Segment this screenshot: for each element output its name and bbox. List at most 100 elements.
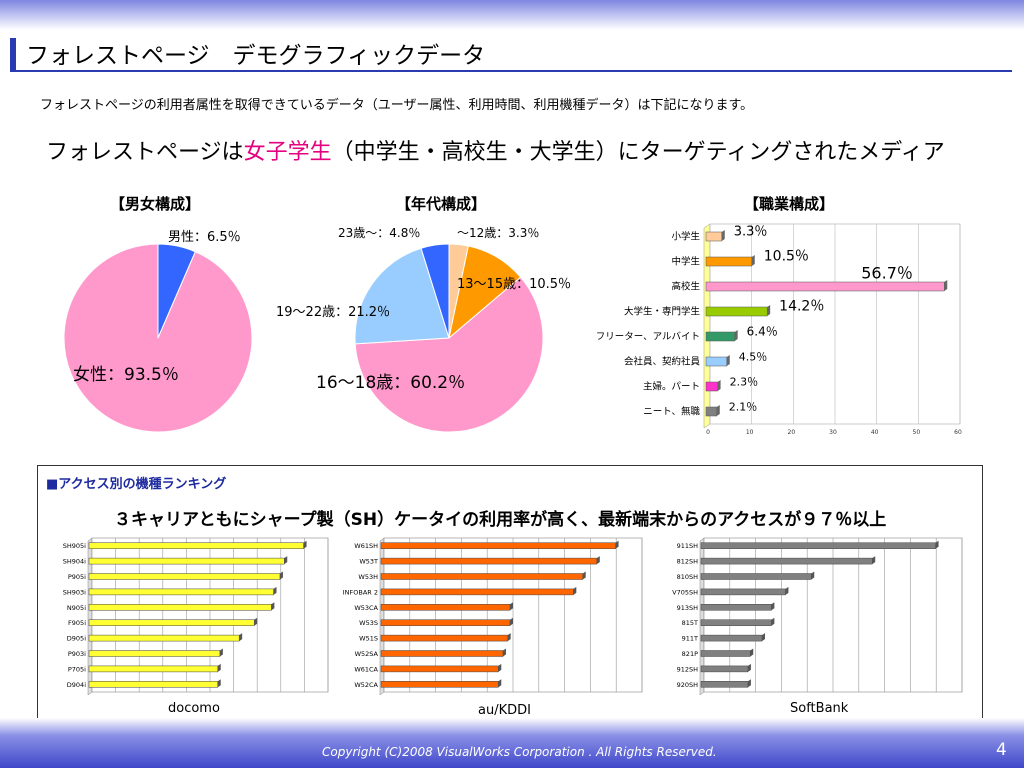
docomo-category-label: N905i xyxy=(67,604,86,612)
occupation-bar xyxy=(705,281,945,292)
softbank-category-label: 815T xyxy=(682,619,698,627)
bottom-gradient-band xyxy=(0,718,1024,768)
occupation-category-label: 大学生・専門学生 xyxy=(624,306,701,318)
softbank-bar-side xyxy=(811,571,815,580)
occupation-bar xyxy=(705,406,717,417)
kddi-bar-chart: W61SH W53T W53H INFOBAR 2 W53CA W53S W51S W52SA… xyxy=(343,537,643,696)
age-slice-2 xyxy=(354,276,544,433)
age-slice-4 xyxy=(420,243,450,339)
title-accent-bar xyxy=(10,38,16,70)
kddi-bar xyxy=(380,665,499,673)
occupation-bar-side xyxy=(721,230,725,241)
occupation-bar-chart: 0 10 20 30 40 50 60 小学生 3.3％ 中学生 10.5％ 高校生 56.7％ 大学生・… xyxy=(596,223,962,436)
occupation-bar xyxy=(705,331,735,342)
softbank-bar xyxy=(700,573,812,580)
softbank-category-label: V705SH xyxy=(672,588,698,596)
kddi-bar-side xyxy=(582,571,586,580)
kddi-bar-side xyxy=(510,617,513,626)
softbank-bar-side xyxy=(935,540,939,549)
docomo-bar xyxy=(88,665,218,673)
softbank-bar xyxy=(700,542,936,549)
kddi-bar-side xyxy=(573,586,577,595)
kddi-bar-side xyxy=(498,679,502,688)
softbank-category-label: 911SH xyxy=(677,542,699,550)
docomo-bar xyxy=(88,557,285,565)
age-label-16-18: 16〜18歳：60.2％ xyxy=(316,373,466,393)
docomo-bar-side xyxy=(271,602,275,611)
softbank-bar xyxy=(700,665,749,673)
softbank-bar-side xyxy=(771,602,775,611)
softbank-bar xyxy=(700,634,763,642)
kddi-bar-side xyxy=(498,663,502,672)
occupation-bar-side xyxy=(717,380,721,391)
kddi-category-label: W61SH xyxy=(354,542,378,550)
kddi-bar xyxy=(380,573,583,580)
occupation-category-label: 小学生 xyxy=(671,231,700,243)
occupation-value-label: 3.3％ xyxy=(734,225,768,240)
occupation-bar xyxy=(705,381,718,392)
docomo-bar-side xyxy=(239,633,243,642)
kddi-bar-side xyxy=(596,556,600,565)
occupation-bar xyxy=(705,306,768,317)
docomo-bar xyxy=(88,604,272,611)
kddi-bar xyxy=(380,604,511,611)
occupation-chart-title: 【職業構成】 xyxy=(744,195,835,213)
kddi-category-label: W52SA xyxy=(355,650,379,658)
age-label-23plus: 23歳〜：4.8％ xyxy=(338,226,421,240)
age-label-13-15: 13〜15歳：10.5％ xyxy=(457,277,572,292)
softbank-bar-side xyxy=(747,679,751,688)
occupation-category-label: 会社員、契約社員 xyxy=(624,356,701,368)
softbank-bar-side xyxy=(750,648,754,657)
softbank-bar-chart: 911SH 812SH 810SH V705SH 913SH 815T 911T 821P 91… xyxy=(672,537,963,696)
softbank-bar xyxy=(700,557,873,565)
docomo-category-label: SH904i xyxy=(63,558,86,566)
docomo-category-label: D905i xyxy=(67,635,86,643)
docomo-bar xyxy=(88,634,240,642)
docomo-bar-side xyxy=(217,663,221,672)
occupation-tick-label: 50 xyxy=(913,429,921,436)
softbank-category-label: 913SH xyxy=(677,604,699,612)
docomo-bar xyxy=(88,542,304,549)
kddi-category-label: W53CA xyxy=(354,604,378,612)
docomo-bar-side xyxy=(273,586,277,595)
intro-text: フォレストページの利用者属性を取得できているデータ（ユーザー属性、利用時間、利用… xyxy=(40,98,754,113)
kddi-bar-side xyxy=(502,648,506,657)
kddi-label: au/KDDI xyxy=(478,703,531,718)
kddi-bar xyxy=(380,634,508,642)
kddi-bar xyxy=(380,542,616,549)
kddi-bar xyxy=(380,619,511,626)
docomo-bar-side xyxy=(254,617,258,626)
occupation-value-label: 2.3％ xyxy=(730,376,759,389)
softbank-bar xyxy=(700,619,772,626)
gender-chart-title: 【男女構成】 xyxy=(110,195,201,213)
kddi-category-label: W53T xyxy=(359,558,378,566)
occupation-tick-label: 10 xyxy=(746,429,754,436)
softbank-bar xyxy=(700,604,772,611)
softbank-bar-side xyxy=(761,633,765,642)
softbank-category-label: 812SH xyxy=(677,558,699,566)
docomo-category-label: SH903i xyxy=(63,588,86,596)
docomo-bar xyxy=(88,650,221,657)
occupation-value-label: 14.2％ xyxy=(779,299,824,315)
softbank-bar xyxy=(700,650,751,657)
occupation-value-label: 6.4％ xyxy=(747,325,778,339)
occupation-bar-side xyxy=(726,355,730,366)
occupation-category-label: 高校生 xyxy=(671,281,700,293)
age-pie-chart xyxy=(354,243,544,433)
softbank-category-label: 920SH xyxy=(677,681,699,689)
kddi-category-label: W61CA xyxy=(354,665,378,673)
gender-label-female: 女性：93.5％ xyxy=(73,365,179,385)
docomo-category-label: SH905i xyxy=(63,542,86,550)
occupation-value-label: 2.1％ xyxy=(729,401,758,414)
kddi-bar-side xyxy=(507,633,511,642)
kddi-category-label: W53H xyxy=(358,573,378,581)
occupation-tick-label: 20 xyxy=(788,429,796,436)
softbank-bar-side xyxy=(785,586,789,595)
docomo-bar-side xyxy=(279,571,283,580)
docomo-bar xyxy=(88,619,255,626)
docomo-category-label: P705i xyxy=(68,665,86,673)
occupation-wall xyxy=(703,223,711,429)
softbank-label: SoftBank xyxy=(790,701,849,716)
page-number: 4 xyxy=(996,740,1007,760)
kddi-category-label: INFOBAR 2 xyxy=(343,588,378,596)
